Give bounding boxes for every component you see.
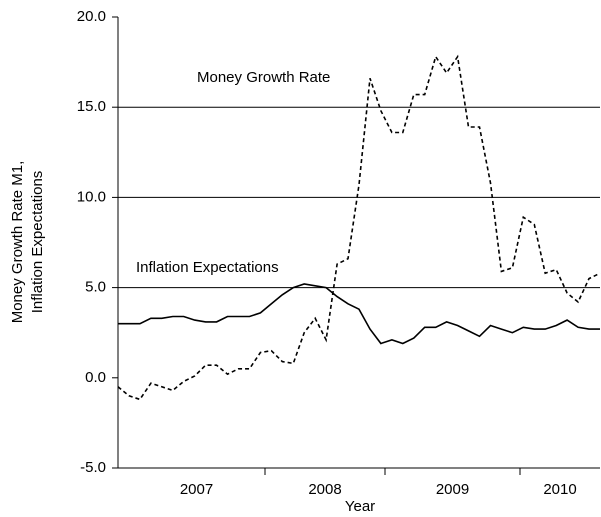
y-tick-label: -5.0 [80, 459, 106, 476]
y-tick-label: 20.0 [77, 8, 106, 25]
y-tick-label: 0.0 [85, 369, 106, 386]
series-line [117, 54, 601, 401]
y-tick-label: 5.0 [85, 279, 106, 296]
x-tick-label: 2009 [436, 481, 469, 498]
y-tick-label: 15.0 [77, 98, 106, 115]
annotation: Inflation Expectations [136, 259, 279, 276]
y-axis-label: Money Growth Rate M1, [9, 161, 26, 324]
x-tick-label: 2008 [308, 481, 341, 498]
series-line [118, 283, 600, 345]
y-tick-label: 10.0 [77, 188, 106, 205]
x-axis-label: Year [345, 498, 375, 515]
annotation: Money Growth Rate [197, 69, 330, 86]
y-axis-label: Inflation Expectations [29, 171, 46, 314]
x-tick-label: 2010 [543, 481, 576, 498]
x-tick-label: 2007 [180, 481, 213, 498]
